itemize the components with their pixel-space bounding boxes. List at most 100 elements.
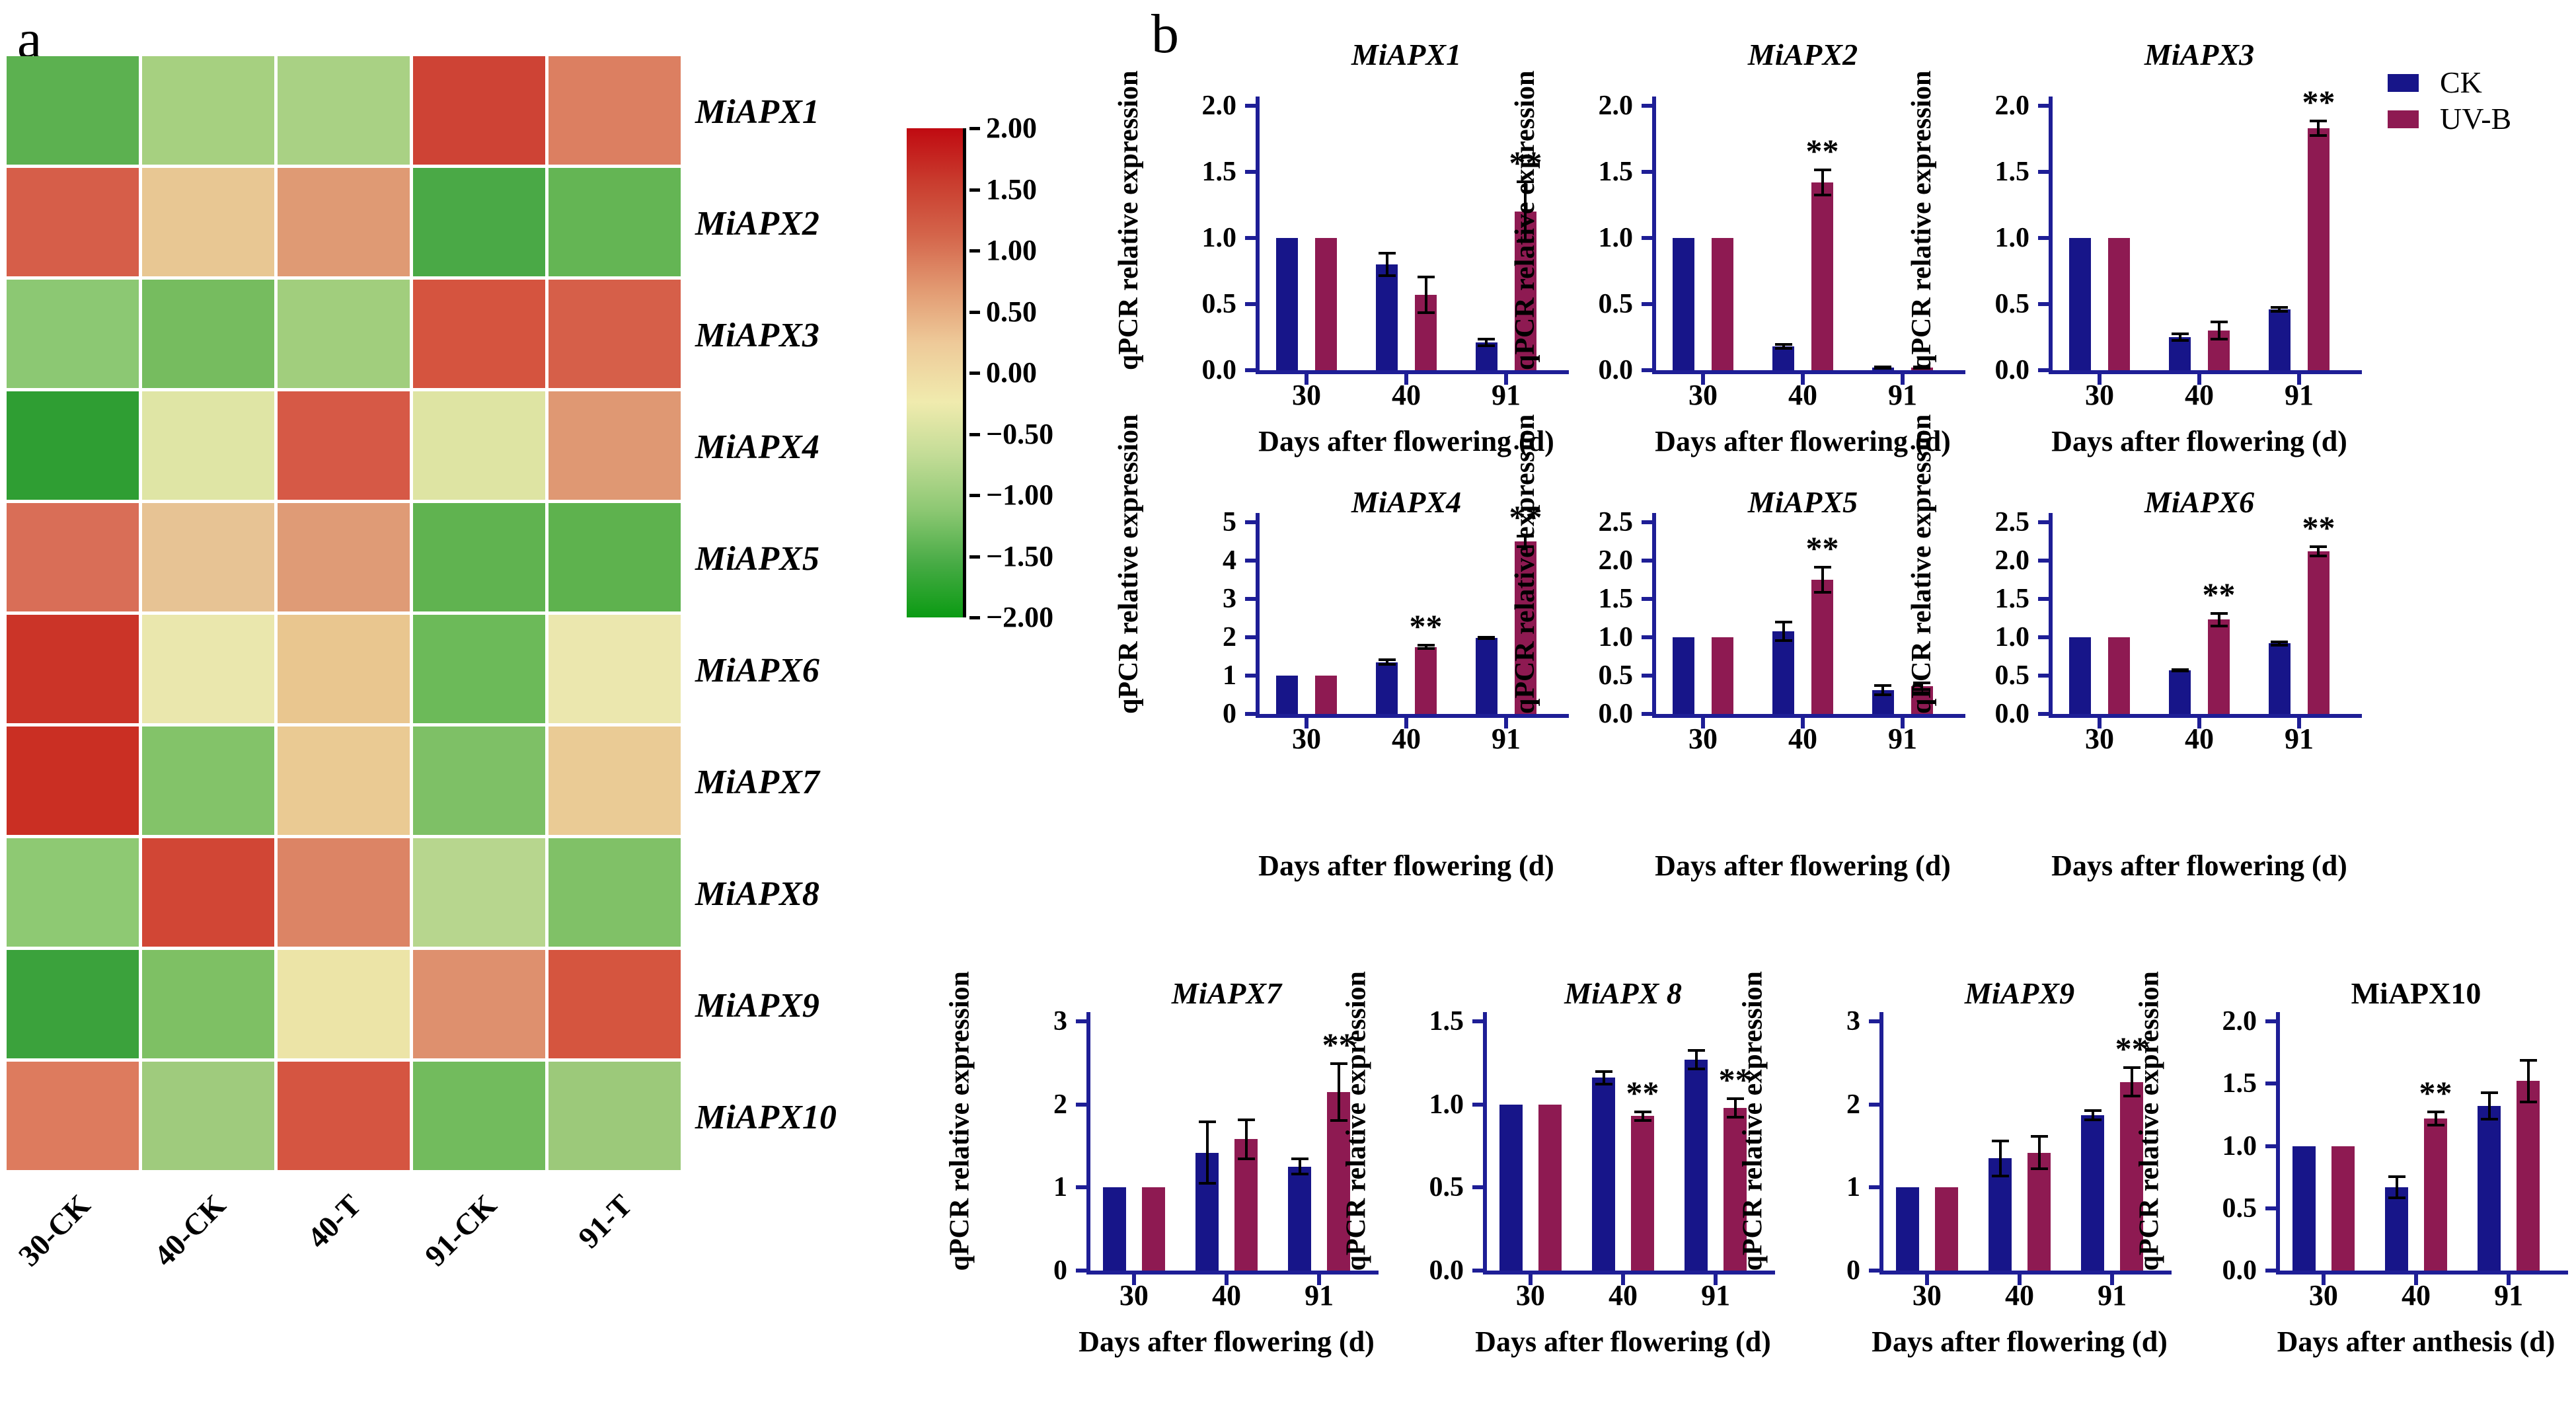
x-tick [2321,1274,2326,1285]
y-tick [2038,520,2049,524]
error-bar-line [2317,120,2320,136]
x-tick [1305,717,1309,728]
y-tick [2038,674,2049,678]
error-bar-cap [1517,180,1534,183]
error-bar-cap [1595,1082,1612,1085]
x-tick-label: 30 [1688,379,1718,411]
error-bar-cap [1378,658,1396,662]
chart-title: MiAPX10 [2351,976,2481,1010]
significance-marker: ** [1509,144,1542,181]
x-tick-label: 91 [2494,1279,2524,1312]
heatmap-cell [278,727,410,835]
x-axis-line [1256,370,1569,374]
y-tick [2038,559,2049,563]
error-bar-cap [1417,644,1435,647]
y-axis-label: qPCR relative expression [1907,414,1937,714]
heatmap-row-label: MiAPX4 [695,428,819,466]
y-tick-label: 1.5 [1201,157,1237,187]
error-bar-cap [2171,333,2189,335]
heatmap-cell [7,615,139,723]
x-tick [1701,373,1706,385]
error-bar-cap [1478,637,1496,641]
error-bar-cap [1330,1119,1347,1122]
y-tick-label: 1 [1053,1172,1067,1203]
error-bar-cap [2271,306,2289,309]
error-bar-cap [2310,555,2328,558]
error-bar-line [1694,1049,1698,1070]
x-axis-line [2049,714,2362,718]
bar-ck [1376,662,1398,714]
y-tick [2265,1269,2277,1273]
y-axis-label: qPCR relative expression [1341,970,1371,1271]
y-axis-label: qPCR relative expression [1907,70,1937,370]
chart-title: MiAPX1 [1351,38,1462,71]
x-axis-label: Days after flowering (d) [1258,425,1554,457]
heatmap-cell [413,56,545,165]
error-bar-cap [2480,1091,2498,1095]
bar-uvb [1415,647,1437,714]
y-tick [1245,674,1256,678]
x-tick-label: 40 [1609,1279,1638,1312]
heatmap-cell [278,503,410,611]
heatmap-colorbar [907,128,966,617]
bar-ck [1673,238,1695,370]
y-tick [2265,1081,2277,1086]
y-tick-label: 0.0 [1994,355,2030,385]
heatmap-cell [7,727,139,835]
bar-ck [1673,637,1695,714]
y-tick [1245,104,1256,108]
colorbar-tick-label: 0.00 [986,356,1037,389]
bar-uvb [1811,182,1833,370]
heatmap-cell [413,727,545,835]
error-bar-cap [2310,545,2328,548]
x-tick-label: 30 [1515,1279,1545,1312]
error-bar-line [1920,682,1924,691]
bar-uvb [2120,1081,2144,1271]
chart-title: MiAPX5 [1747,485,1858,519]
heatmap-col-label: 91-T [571,1188,639,1255]
error-bar-cap [1687,1067,1705,1070]
y-tick [1076,1019,1087,1023]
error-bar-line [1821,169,1824,196]
heatmap-row-label: MiAPX10 [695,1099,837,1136]
x-tick [1900,373,1905,385]
significance-marker: ** [1805,530,1839,567]
y-axis-label: qPCR relative expression [1737,970,1768,1271]
error-bar-line [2278,641,2281,646]
x-tick [1924,1274,1929,1285]
error-bar-cap [1478,338,1496,340]
heatmap-cell [549,56,681,165]
error-bar-cap [2388,1175,2406,1178]
error-bar-cap [1913,682,1931,685]
y-tick-label: 0.0 [1201,355,1237,385]
heatmap-cell [7,950,139,1058]
heatmap-cell [7,168,139,276]
y-tick-label: 2.0 [1598,91,1634,121]
error-bar-cap [2171,339,2189,342]
colorbar-tick [969,310,980,314]
bar-uvb [2208,619,2230,714]
x-tick-label: 91 [2284,723,2314,755]
error-bar-cap [2123,1095,2140,1098]
error-bar-cap [2084,1118,2102,1121]
heatmap-cell [413,391,545,500]
error-bar-line [2526,1060,2530,1103]
bar-uvb [2331,1146,2355,1271]
heatmap-row-label: MiAPX8 [695,875,819,913]
bar-uvb [2307,128,2330,370]
error-bar-line [2130,1067,2133,1097]
heatmap-cell [278,615,410,723]
y-tick [1076,1269,1087,1273]
legend-label-uvb: UV-B [2440,102,2512,136]
error-bar-cap [1634,1110,1651,1113]
y-tick-label: 0.0 [1994,699,2030,729]
heatmap-cell [142,391,274,500]
x-axis-label: Days after flowering (d) [1475,1325,1771,1358]
bar-ck [1475,638,1497,714]
colorbar-tick [969,494,980,497]
y-tick-label: 0.5 [1598,660,1634,691]
error-bar-cap [2030,1167,2048,1170]
y-tick [1245,597,1256,601]
x-tick [1503,373,1508,385]
x-axis-line [2276,1271,2568,1275]
